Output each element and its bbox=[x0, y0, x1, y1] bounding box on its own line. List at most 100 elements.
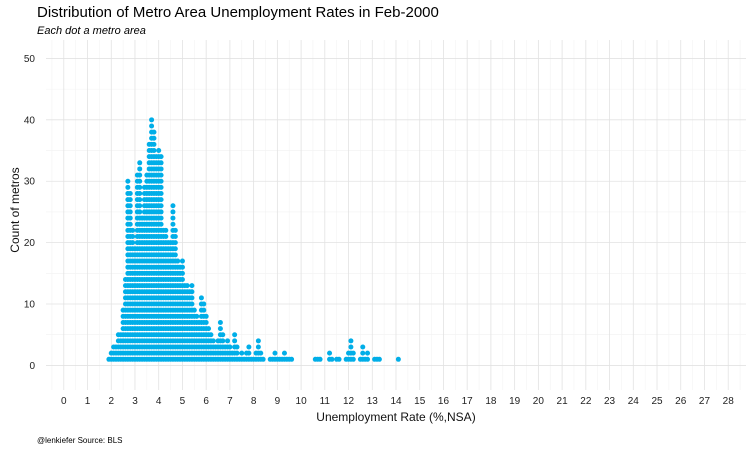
x-tick-label: 12 bbox=[343, 396, 355, 407]
metro-dot bbox=[179, 258, 185, 264]
metro-dot bbox=[172, 227, 178, 233]
metro-dot bbox=[210, 338, 216, 344]
metro-dot bbox=[217, 319, 223, 325]
metro-dot bbox=[191, 307, 197, 313]
metro-dot bbox=[365, 356, 371, 362]
x-tick-label: 5 bbox=[180, 396, 186, 407]
metro-dot bbox=[189, 301, 195, 307]
y-tick-label: 30 bbox=[24, 177, 36, 188]
x-tick-label: 25 bbox=[651, 396, 663, 407]
metro-dot bbox=[217, 326, 223, 332]
chart-title: Distribution of Metro Area Unemployment … bbox=[37, 4, 439, 21]
metro-dot bbox=[172, 240, 178, 246]
metro-dot bbox=[350, 350, 356, 356]
metro-dot bbox=[163, 227, 169, 233]
metro-dot bbox=[127, 221, 133, 227]
metro-dot bbox=[158, 178, 164, 184]
metro-dot bbox=[255, 338, 261, 344]
x-tick-label: 3 bbox=[132, 396, 138, 407]
metro-dot bbox=[225, 338, 231, 344]
x-tick-label: 6 bbox=[203, 396, 209, 407]
metro-dot bbox=[179, 270, 185, 276]
metro-dot bbox=[158, 172, 164, 178]
metro-dot bbox=[201, 301, 207, 307]
x-tick-label: 21 bbox=[557, 396, 569, 407]
metro-dot bbox=[329, 356, 335, 362]
metro-dot bbox=[327, 350, 333, 356]
metro-dot bbox=[137, 178, 143, 184]
metro-dot bbox=[179, 276, 185, 282]
metro-dot bbox=[246, 344, 252, 350]
metro-dot bbox=[172, 246, 178, 252]
metro-dot bbox=[130, 227, 136, 233]
x-tick-label: 28 bbox=[723, 396, 735, 407]
metro-dot bbox=[201, 307, 207, 313]
metro-dot bbox=[127, 203, 133, 209]
metro-dot bbox=[170, 215, 176, 221]
x-tick-label: 2 bbox=[108, 396, 114, 407]
metro-dot bbox=[158, 166, 164, 172]
metro-dot bbox=[127, 197, 133, 203]
metro-dot bbox=[127, 215, 133, 221]
y-tick-label: 50 bbox=[24, 54, 36, 65]
x-tick-label: 7 bbox=[227, 396, 233, 407]
metro-dot bbox=[365, 350, 371, 356]
x-tick-label: 19 bbox=[509, 396, 521, 407]
metro-dot bbox=[272, 350, 278, 356]
x-tick-label: 24 bbox=[628, 396, 640, 407]
x-tick-label: 4 bbox=[156, 396, 162, 407]
metro-dot bbox=[125, 178, 131, 184]
x-tick-label: 0 bbox=[61, 396, 67, 407]
metro-dot bbox=[234, 344, 240, 350]
metro-dot bbox=[163, 233, 169, 239]
metro-dot bbox=[127, 191, 133, 197]
x-tick-label: 15 bbox=[414, 396, 426, 407]
x-tick-label: 10 bbox=[296, 396, 308, 407]
x-tick-label: 26 bbox=[675, 396, 687, 407]
metro-dot bbox=[220, 332, 226, 338]
metro-dot bbox=[158, 191, 164, 197]
y-axis-label: Count of metros bbox=[8, 167, 22, 252]
metro-dot bbox=[170, 209, 176, 215]
metro-dot bbox=[158, 215, 164, 221]
metro-dot bbox=[360, 350, 366, 356]
metro-dot bbox=[158, 197, 164, 203]
metro-dot bbox=[151, 141, 157, 147]
metro-dot bbox=[234, 350, 240, 356]
metro-dot bbox=[158, 160, 164, 166]
metro-dot bbox=[220, 338, 226, 344]
metro-dot bbox=[350, 356, 356, 362]
metro-dot bbox=[170, 221, 176, 227]
metro-dot bbox=[130, 233, 136, 239]
metro-dot bbox=[137, 209, 143, 215]
metro-dot bbox=[149, 117, 155, 123]
x-tick-label: 22 bbox=[580, 396, 592, 407]
metro-dot bbox=[258, 350, 264, 356]
metro-dot bbox=[336, 356, 342, 362]
y-tick-label: 0 bbox=[29, 361, 35, 372]
x-tick-label: 11 bbox=[320, 396, 331, 407]
metro-dot bbox=[232, 332, 238, 338]
metro-dot bbox=[175, 258, 181, 264]
metro-dot bbox=[170, 203, 176, 209]
x-axis-label: Unemployment Rate (%,NSA) bbox=[316, 410, 475, 424]
metro-dot bbox=[158, 203, 164, 209]
y-tick-label: 10 bbox=[24, 300, 36, 311]
metro-dot bbox=[137, 160, 143, 166]
metro-dot bbox=[208, 332, 214, 338]
metro-dot bbox=[158, 209, 164, 215]
metro-dot bbox=[158, 184, 164, 190]
metro-dot bbox=[227, 344, 233, 350]
metro-dot bbox=[184, 283, 190, 289]
chart-caption: @lenkiefer Source: BLS bbox=[37, 436, 123, 445]
metro-dot bbox=[260, 356, 266, 362]
metro-dot bbox=[198, 295, 204, 301]
metro-dot bbox=[189, 295, 195, 301]
grid-layer bbox=[46, 40, 746, 390]
x-tick-label: 18 bbox=[485, 396, 497, 407]
metro-dot bbox=[158, 154, 164, 160]
metro-dot bbox=[158, 221, 164, 227]
metro-dot bbox=[203, 313, 209, 319]
